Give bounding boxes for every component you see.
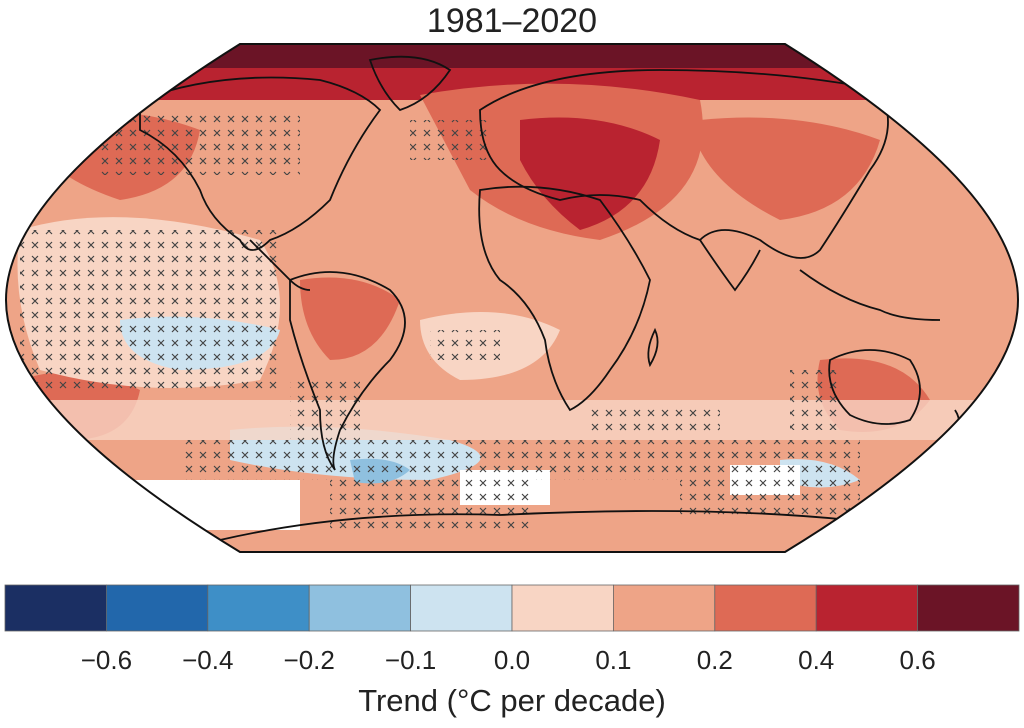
world-trend-map xyxy=(4,43,1020,553)
colorbar-swatch xyxy=(511,584,614,632)
colorbar-tick-label: −0.6 xyxy=(81,645,132,675)
colorbar-swatch xyxy=(917,584,1020,632)
map-title: 1981–2020 xyxy=(426,2,598,40)
colorbar-swatch xyxy=(308,584,412,632)
colorbar-swatch xyxy=(207,584,310,632)
colorbar-tick-label: −0.4 xyxy=(182,645,233,675)
colorbar-tick-label: 0.6 xyxy=(900,645,936,675)
colorbar-swatch xyxy=(410,584,513,632)
colorbar-swatch xyxy=(815,584,919,632)
colorbar-tick-label: 0.0 xyxy=(494,645,530,675)
colorbar-swatch xyxy=(106,584,209,632)
colorbar-tick-label: 0.2 xyxy=(697,645,733,675)
colorbar-swatch xyxy=(714,584,817,632)
colorbar-tick-label: 0.4 xyxy=(798,645,834,675)
colorbar-swatch xyxy=(613,584,716,632)
coastlines xyxy=(139,55,961,546)
colorbar-label: Trend (°C per decade) xyxy=(358,683,666,718)
map-outline xyxy=(4,43,1020,553)
colorbar-tick-label: −0.2 xyxy=(284,645,335,675)
colorbar-tick-label: −0.1 xyxy=(385,645,436,675)
colorbar-swatch xyxy=(4,584,107,632)
colorbar-tick-label: 0.1 xyxy=(595,645,631,675)
map-field xyxy=(6,44,1018,552)
